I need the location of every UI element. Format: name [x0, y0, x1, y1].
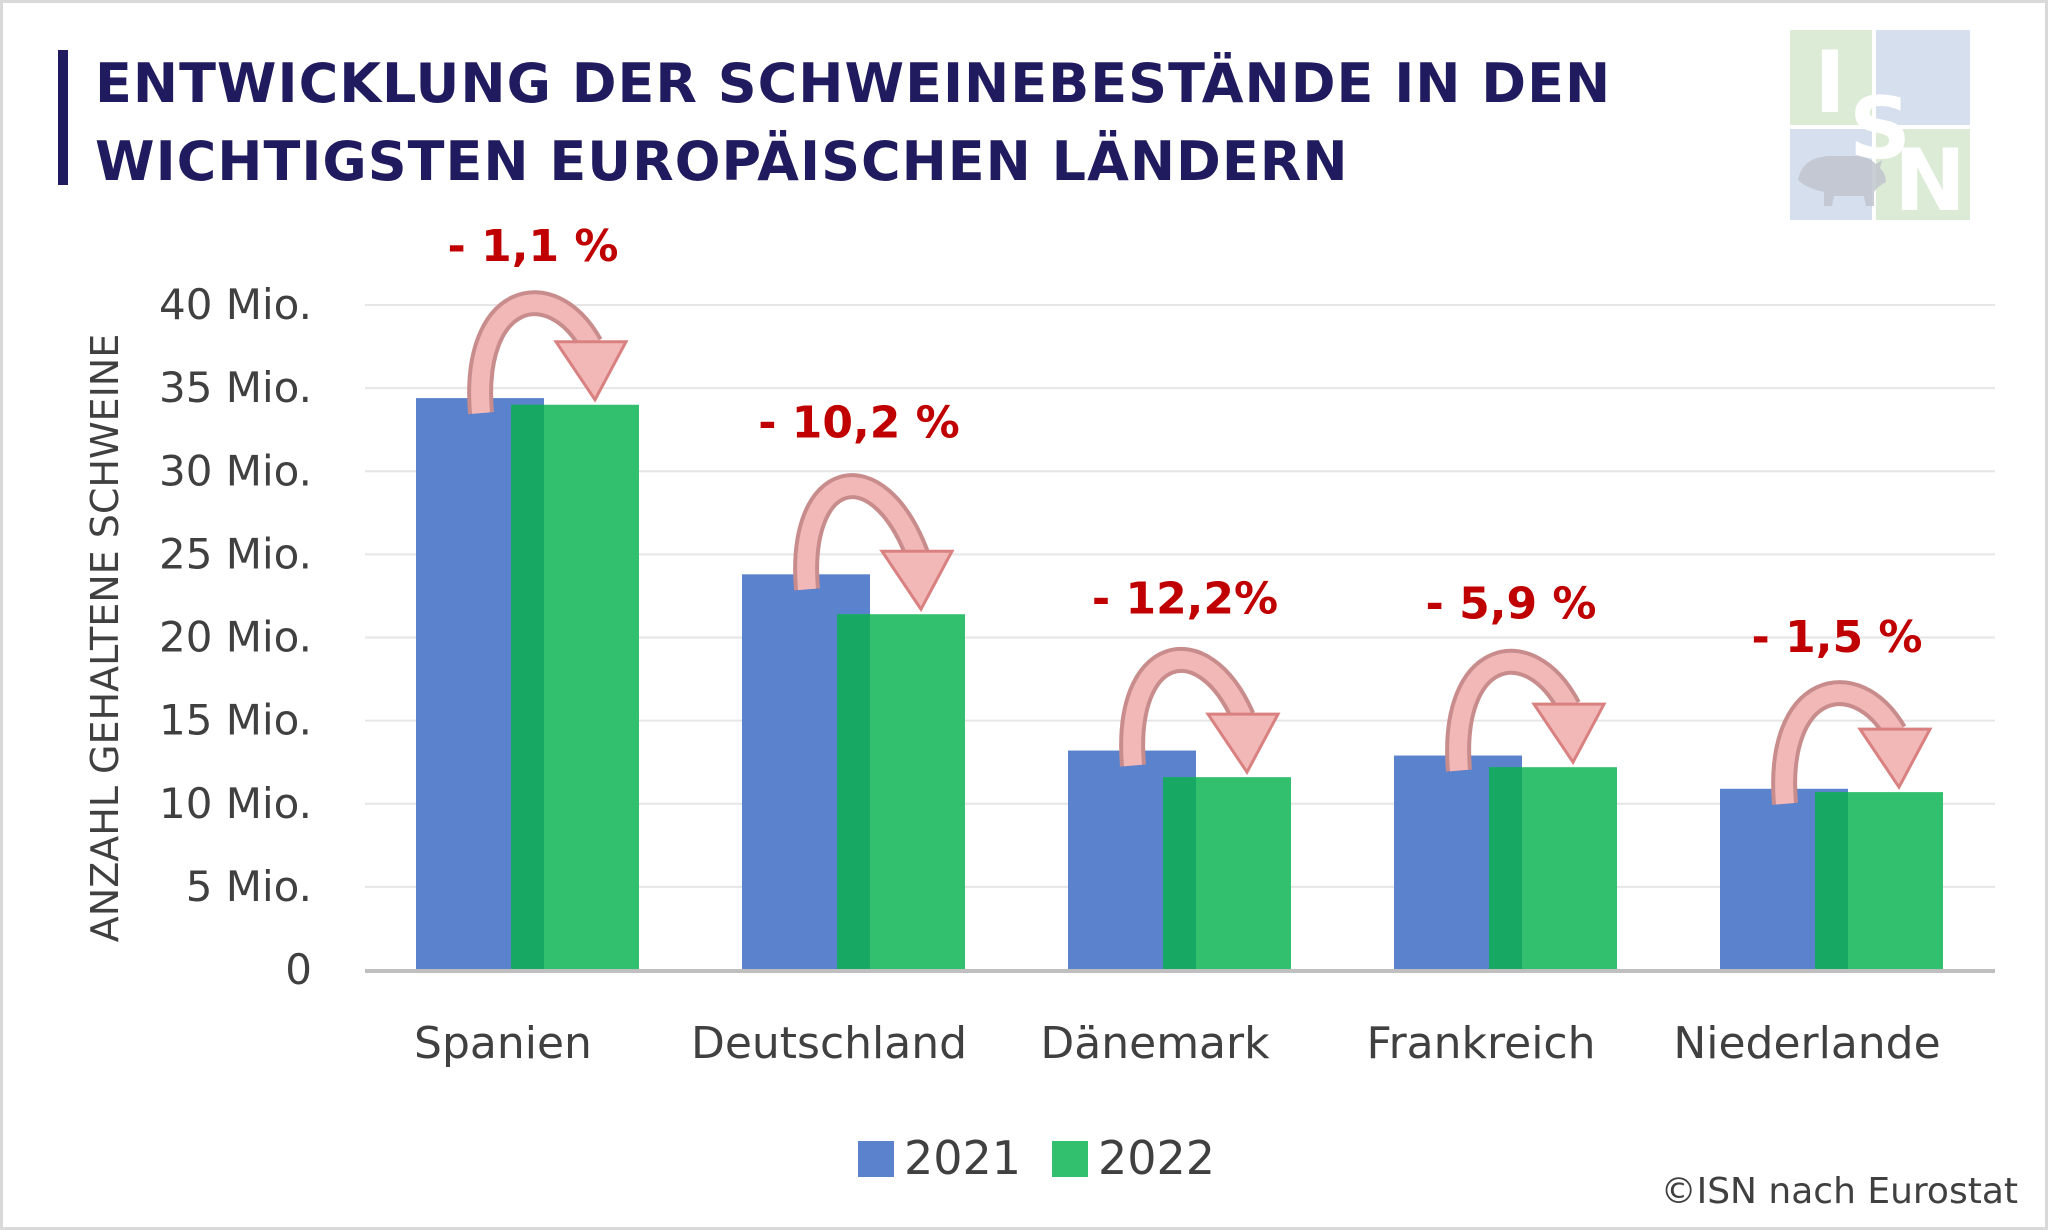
legend: 2021 2022: [858, 1131, 1215, 1185]
y-tick-label: 30 Mio.: [159, 446, 312, 495]
pig-icon: [1798, 156, 1886, 206]
change-label: - 5,9 %: [1426, 579, 1597, 630]
y-tick-label: 20 Mio.: [159, 613, 312, 662]
change-label: - 12,2%: [1092, 574, 1278, 625]
change-arrow-fill: [1775, 684, 1903, 805]
source-note: ©ISN nach Eurostat: [1660, 1171, 2018, 1212]
isn-logo: I S N: [1790, 30, 1970, 220]
change-label: - 1,5 %: [1752, 612, 1923, 663]
x-tick-label: Dänemark: [1040, 1018, 1270, 1069]
change-arrow-fill: [797, 477, 926, 591]
bar-overlap: [1815, 792, 1848, 970]
y-tick-label: 5 Mio.: [186, 862, 312, 911]
bar-overlap: [1163, 777, 1196, 970]
x-tick-label: Deutschland: [691, 1018, 967, 1069]
y-tick-label: 40 Mio.: [159, 280, 312, 329]
logo-tile-1: [1790, 30, 1872, 125]
change-arrow-head: [879, 549, 955, 613]
title-accent-bar: [58, 50, 68, 185]
bar-overlap: [837, 614, 870, 970]
bar-overlap: [511, 404, 544, 970]
change-arrow-head: [1531, 702, 1607, 766]
x-tick-labels: Spanien Deutschland Dänemark Frankreich Nied…: [414, 1018, 1941, 1069]
logo-tile-2: [1876, 30, 1970, 125]
change-arrow-head: [1205, 712, 1281, 776]
x-tick-label: Frankreich: [1366, 1018, 1595, 1069]
bar-overlap: [1489, 767, 1522, 970]
change-labels: - 1,1 % - 10,2 % - 12,2% - 5,9 % - 1,5 %: [448, 221, 1923, 663]
y-tick-labels: 0 5 Mio. 10 Mio. 15 Mio. 20 Mio. 25 Mio. 30 Mi…: [159, 280, 312, 994]
change-label: - 1,1 %: [448, 221, 619, 272]
change-label: - 10,2 %: [758, 397, 960, 448]
y-tick-label: 35 Mio.: [159, 363, 312, 412]
logo-letter-i: I: [1814, 33, 1846, 133]
x-tick-label: Niederlande: [1673, 1018, 1940, 1069]
logo-letter-n: N: [1894, 131, 1966, 220]
change-arrow-head: [1857, 727, 1933, 791]
change-arrow-fill: [471, 294, 599, 414]
y-tick-label: 0: [285, 945, 312, 994]
change-arrow-fill: [1123, 651, 1252, 767]
y-tick-label: 10 Mio.: [159, 779, 312, 828]
y-tick-label: 25 Mio.: [159, 529, 312, 578]
title-line-1: ENTWICKLUNG DER SCHWEINEBESTÄNDE IN DEN: [95, 52, 1612, 115]
x-tick-label: Spanien: [414, 1018, 592, 1069]
y-tick-label: 15 Mio.: [159, 696, 312, 745]
chart-title: ENTWICKLUNG DER SCHWEINEBESTÄNDE IN DEN …: [95, 45, 1611, 201]
bars: [416, 398, 1943, 971]
title-line-2: WICHTIGSTEN EUROPÄISCHEN LÄNDERN: [95, 130, 1349, 193]
logo-tile-4: [1876, 129, 1970, 220]
change-arrow-head: [553, 340, 629, 403]
legend-label: 2022: [1098, 1131, 1215, 1185]
legend-swatch: [858, 1141, 894, 1177]
change-arrow-fill: [1449, 652, 1577, 772]
legend-swatch: [1052, 1141, 1088, 1177]
change-arrows: [467, 290, 1933, 805]
legend-label: 2021: [904, 1131, 1021, 1185]
